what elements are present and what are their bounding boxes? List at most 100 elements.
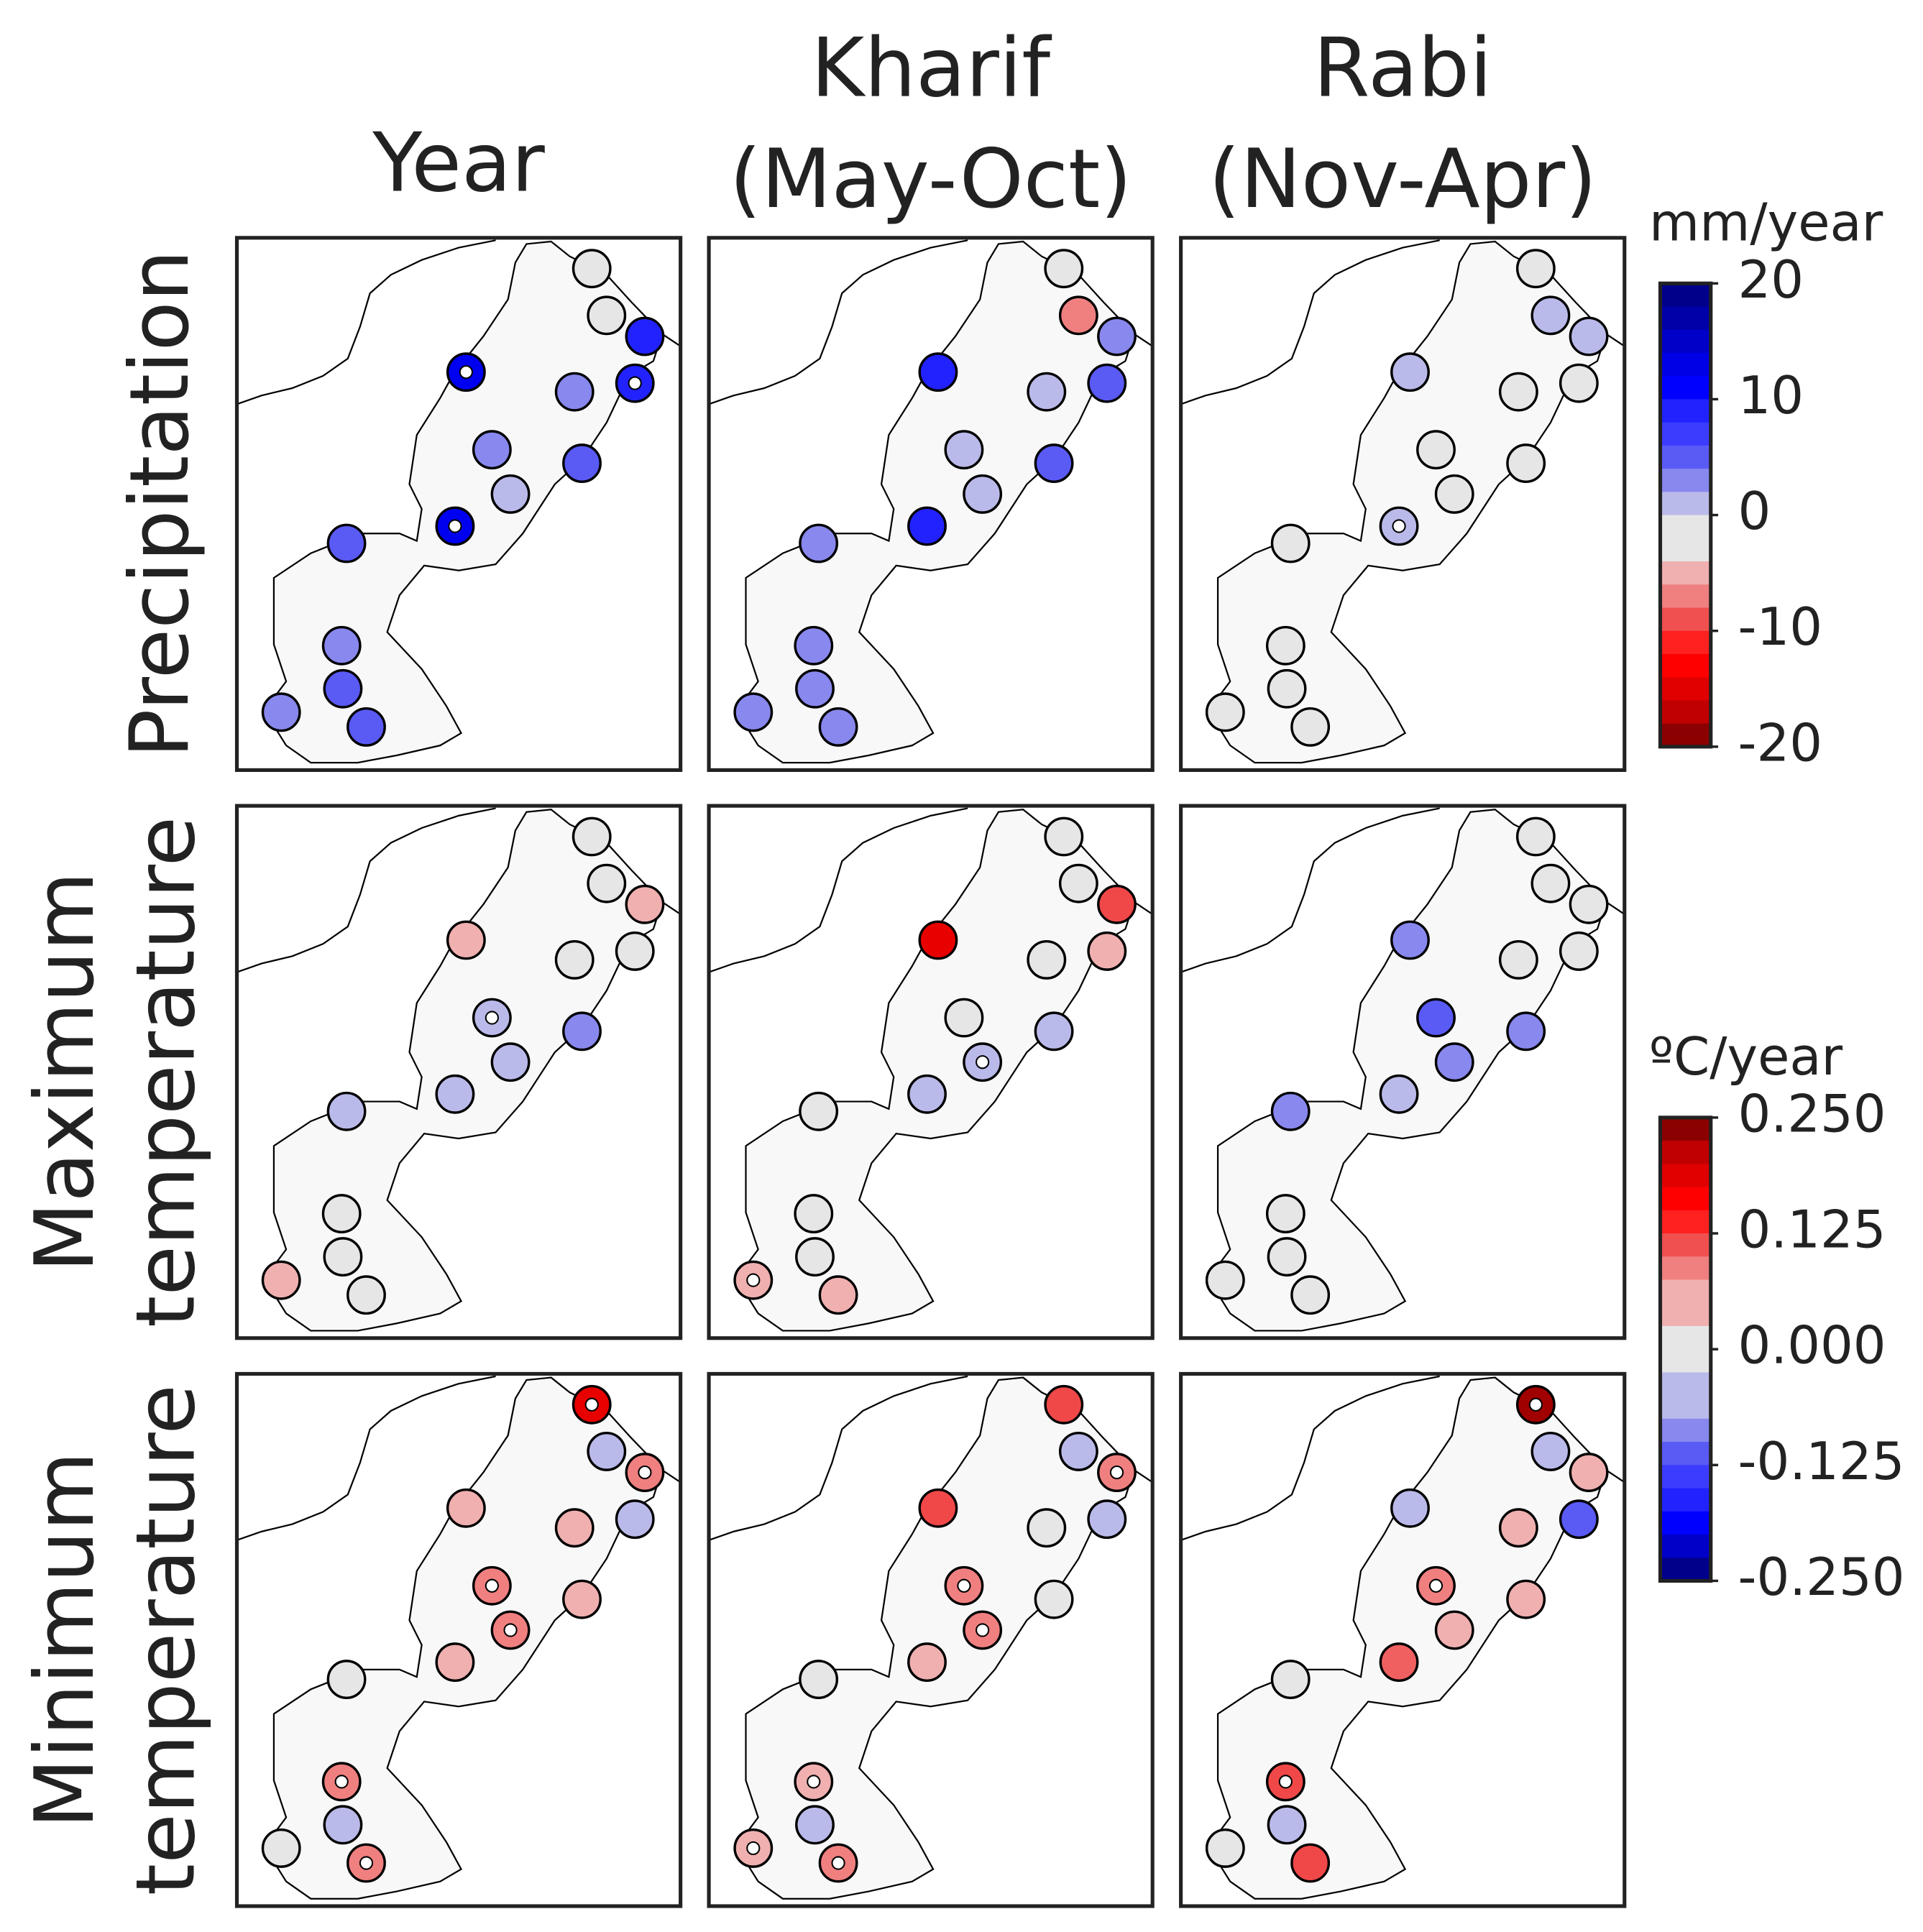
station (1058, 863, 1098, 903)
map-panel (1179, 804, 1627, 1340)
station (1205, 1260, 1245, 1300)
significance-dot (628, 376, 642, 390)
station (1087, 363, 1127, 403)
station (615, 932, 655, 971)
station (1416, 430, 1456, 470)
station (1390, 920, 1430, 960)
map-panel (707, 1371, 1155, 1908)
colorbar-band (1660, 1279, 1711, 1304)
station (261, 1828, 301, 1868)
colorbar-tick-label: 0.000 (1738, 1315, 1886, 1376)
column-title: (May-Oct) (730, 132, 1132, 226)
station (1515, 249, 1556, 289)
station (572, 249, 612, 289)
map-panel (707, 804, 1155, 1340)
station (1267, 1237, 1307, 1276)
station (572, 816, 612, 857)
station (907, 506, 947, 546)
station (1265, 1194, 1305, 1233)
panel-frame (1179, 804, 1627, 1340)
significance-dot (1428, 1578, 1444, 1593)
station (1058, 1432, 1098, 1471)
column-title: Rabi (1313, 21, 1492, 116)
colorbar-band (1660, 1511, 1711, 1535)
station (1265, 625, 1305, 666)
station (1097, 316, 1137, 356)
significance-dot (1392, 519, 1406, 533)
map-panel (234, 804, 683, 1340)
station (1559, 363, 1599, 403)
colorbar-band (1660, 515, 1711, 539)
colorbar-band (1660, 1534, 1711, 1559)
station (1515, 816, 1556, 857)
station (261, 692, 301, 732)
colorbar-band (1660, 1418, 1711, 1443)
station (1434, 474, 1474, 514)
station (1044, 816, 1084, 857)
column-title: Kharif (811, 21, 1052, 116)
station (625, 316, 665, 356)
station (963, 474, 1003, 514)
station (918, 1488, 958, 1528)
station (562, 1579, 602, 1619)
colorbar-band (1660, 1465, 1711, 1489)
row-label: Maximum (17, 872, 112, 1272)
station (1530, 295, 1571, 336)
colorbar-band (1660, 653, 1711, 678)
colorbar-band (1660, 538, 1711, 562)
station (1270, 523, 1311, 564)
colorbar-band (1660, 630, 1711, 655)
station (1034, 1579, 1074, 1619)
station (490, 1042, 531, 1082)
station (1569, 1453, 1609, 1492)
station (446, 920, 486, 960)
station (818, 1275, 858, 1315)
colorbar-tick-label: 0.125 (1738, 1200, 1886, 1260)
significance-dot (503, 1623, 518, 1637)
station (435, 1642, 475, 1682)
station (323, 1237, 363, 1276)
colorbar-band (1660, 723, 1711, 748)
colorbar-band (1660, 399, 1711, 423)
station (799, 523, 839, 564)
station (625, 884, 665, 924)
colorbar-band (1660, 422, 1711, 446)
panel-frame (1179, 236, 1627, 772)
map-panel (707, 236, 1155, 772)
colorbar-band (1660, 700, 1711, 724)
station (321, 625, 362, 666)
station (1506, 443, 1546, 483)
significance-dot (831, 1856, 845, 1870)
station (326, 523, 367, 564)
colorbar-band (1660, 1233, 1711, 1258)
significance-dot (334, 1775, 349, 1789)
significance-dot (448, 519, 462, 533)
colorbar-band (1660, 1349, 1711, 1374)
station (261, 1260, 301, 1300)
colorbar-band (1660, 1210, 1711, 1234)
column-title: Year (372, 116, 545, 211)
station (1390, 352, 1430, 392)
colorbar-band (1660, 376, 1711, 400)
colorbar-tick-label: -20 (1738, 712, 1822, 773)
panel-frame (707, 804, 1155, 1340)
map-panel (1179, 236, 1627, 772)
station (323, 1805, 363, 1845)
colorbar-unit: ºC/year (1649, 1026, 1842, 1087)
colorbar-band (1660, 1488, 1711, 1512)
significance-dot (746, 1273, 761, 1287)
colorbar-band (1660, 1325, 1711, 1350)
station (1434, 1042, 1474, 1082)
colorbar-band (1660, 1558, 1711, 1582)
colorbar-tick-label: -10 (1738, 597, 1822, 657)
row-label: Precipitation (112, 250, 207, 758)
colorbar-band (1660, 445, 1711, 469)
station (1506, 1011, 1546, 1052)
station (1270, 1091, 1311, 1131)
colorbar-band (1660, 1256, 1711, 1281)
station (615, 1499, 655, 1540)
station (587, 295, 627, 336)
station (794, 625, 834, 666)
station (1498, 1508, 1538, 1548)
